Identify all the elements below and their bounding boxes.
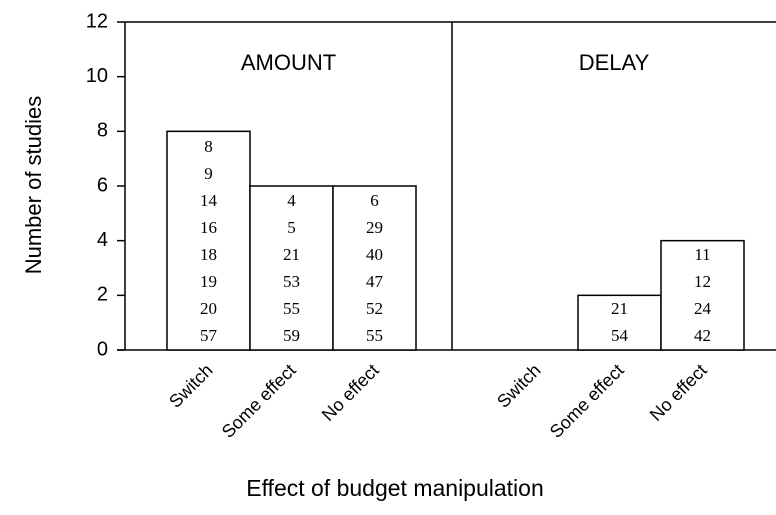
bar-label: 24 [694, 299, 712, 318]
bar-label: 55 [366, 326, 383, 345]
bar-label: 29 [366, 218, 383, 237]
bar-label: 6 [370, 191, 379, 210]
y-tick-label: 6 [97, 174, 108, 196]
bar [249, 185, 334, 351]
y-tick-label: 0 [97, 338, 108, 360]
panel-title: DELAY [579, 50, 650, 75]
bar-label: 47 [366, 272, 384, 291]
bar [332, 185, 417, 351]
bar [577, 294, 662, 351]
x-tick-label: No effect [646, 360, 711, 425]
bar-label: 42 [694, 326, 711, 345]
bar-label: 20 [200, 299, 217, 318]
bar-label: 8 [204, 137, 213, 156]
y-tick-label: 10 [86, 65, 108, 87]
bar-label: 16 [200, 218, 217, 237]
bar [166, 130, 251, 351]
bar-label: 53 [283, 272, 300, 291]
bar-label: 21 [611, 299, 628, 318]
y-tick-label: 4 [97, 229, 108, 251]
bar-label: 21 [283, 245, 300, 264]
x-tick-label: Some effect [546, 360, 628, 442]
bar-label: 5 [287, 218, 296, 237]
bar-label: 18 [200, 245, 217, 264]
y-tick-label: 12 [86, 10, 108, 32]
bar-label: 52 [366, 299, 383, 318]
y-tick-label: 2 [97, 284, 108, 306]
x-tick-label: Switch [493, 360, 545, 412]
bar-label: 4 [287, 191, 296, 210]
bar-label: 12 [694, 272, 711, 291]
bar-label: 57 [200, 326, 218, 345]
bar-label: 54 [611, 326, 629, 345]
bar [660, 239, 745, 351]
x-tick-label: Some effect [218, 360, 300, 442]
panel-title: AMOUNT [241, 50, 336, 75]
y-tick-label: 8 [97, 120, 108, 142]
x-tick-label: Switch [165, 360, 217, 412]
bar-label: 14 [200, 191, 218, 210]
bar-label: 55 [283, 299, 300, 318]
bar-label: 40 [366, 245, 383, 264]
bar-label: 11 [694, 245, 710, 264]
bar-label: 59 [283, 326, 300, 345]
x-tick-label: No effect [318, 360, 383, 425]
y-axis-label: Number of studies [21, 96, 46, 275]
bar-label: 19 [200, 272, 217, 291]
x-axis-label: Effect of budget manipulation [246, 475, 544, 501]
bar-label: 9 [204, 164, 213, 183]
